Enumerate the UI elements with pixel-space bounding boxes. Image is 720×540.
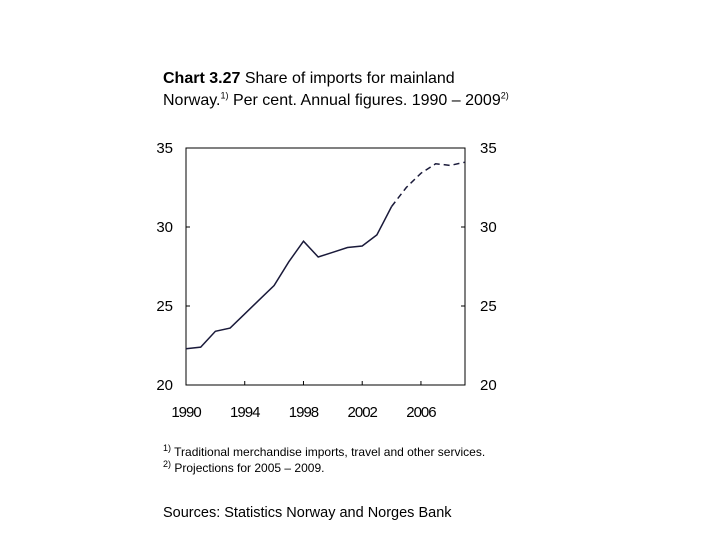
y-tick-label-right: 25 bbox=[480, 298, 497, 315]
y-tick-label-right: 35 bbox=[480, 140, 497, 157]
series-line-dashed bbox=[391, 161, 466, 207]
footnotes: 1) Traditional merchandise imports, trav… bbox=[163, 444, 503, 476]
y-tick-label-right: 30 bbox=[480, 219, 497, 236]
y-tick-label-left: 35 bbox=[156, 140, 173, 157]
x-axis: 1990 1994 1998 2002 2006 bbox=[171, 381, 437, 421]
footnote-1-marker: 1) bbox=[163, 443, 172, 453]
title-footnote-2: 2) bbox=[500, 90, 509, 101]
plot-frame bbox=[185, 147, 466, 386]
footnote-2-text: Projections for 2005 – 2009. bbox=[171, 461, 325, 475]
y-axis: 35 35 30 30 25 25 20 20 bbox=[156, 140, 496, 394]
x-tick-label: 1998 bbox=[289, 404, 319, 421]
y-tick-label-left: 25 bbox=[156, 298, 173, 315]
title-text-1: Share of imports for mainland Norway. bbox=[163, 70, 455, 109]
y-tick-label-left: 30 bbox=[156, 219, 173, 236]
title-footnote-1: 1) bbox=[220, 90, 229, 101]
x-tick-label: 2002 bbox=[348, 404, 378, 421]
series-group bbox=[185, 161, 466, 350]
y-tick-label-right: 20 bbox=[480, 377, 497, 394]
chart-number: Chart 3.27 bbox=[163, 70, 241, 87]
x-tick-label: 2006 bbox=[406, 404, 436, 421]
footnote-1-text: Traditional merchandise imports, travel … bbox=[171, 445, 486, 459]
title-text-2: Per cent. Annual figures. 1990 – 2009 bbox=[228, 92, 501, 109]
chart-title: Chart 3.27 Share of imports for mainland… bbox=[163, 68, 523, 112]
x-tick-label: 1990 bbox=[171, 404, 201, 421]
footnote-2: 2) Projections for 2005 – 2009. bbox=[163, 460, 503, 476]
footnote-2-marker: 2) bbox=[163, 459, 172, 469]
y-tick-label-left: 20 bbox=[156, 377, 173, 394]
series-line-solid bbox=[185, 206, 393, 350]
x-tick-label: 1994 bbox=[230, 404, 260, 421]
footnote-1: 1) Traditional merchandise imports, trav… bbox=[163, 444, 503, 460]
source-note: Sources: Statistics Norway and Norges Ba… bbox=[163, 505, 452, 521]
